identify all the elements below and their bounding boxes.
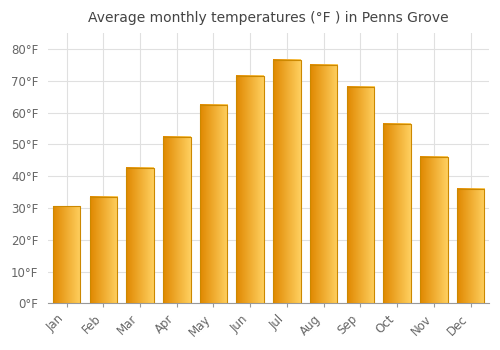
Bar <box>126 168 154 303</box>
Bar <box>273 60 300 303</box>
Bar <box>200 105 227 303</box>
Bar <box>384 124 411 303</box>
Bar <box>457 189 484 303</box>
Bar <box>346 87 374 303</box>
Title: Average monthly temperatures (°F ) in Penns Grove: Average monthly temperatures (°F ) in Pe… <box>88 11 449 25</box>
Bar <box>236 76 264 303</box>
Bar <box>420 157 448 303</box>
Bar <box>200 105 227 303</box>
Bar <box>163 136 190 303</box>
Bar <box>126 168 154 303</box>
Bar <box>457 189 484 303</box>
Bar <box>420 157 448 303</box>
Bar <box>163 136 190 303</box>
Bar <box>236 76 264 303</box>
Bar <box>90 197 117 303</box>
Bar <box>53 206 80 303</box>
Bar <box>310 65 338 303</box>
Bar <box>90 197 117 303</box>
Bar <box>273 60 300 303</box>
Bar <box>310 65 338 303</box>
Bar <box>384 124 411 303</box>
Bar <box>53 206 80 303</box>
Bar <box>346 87 374 303</box>
